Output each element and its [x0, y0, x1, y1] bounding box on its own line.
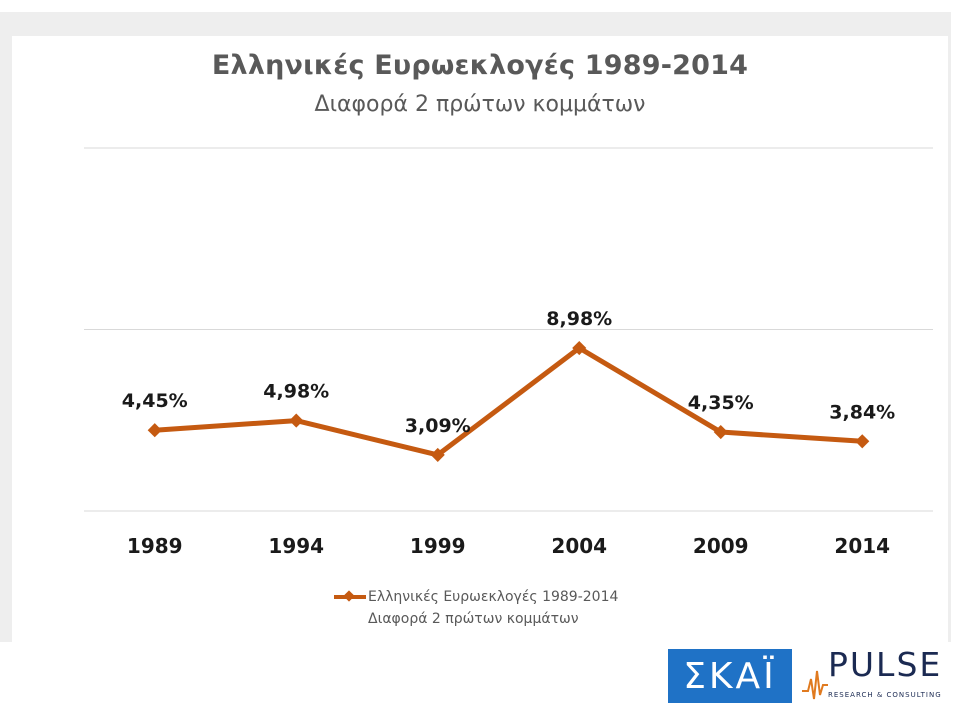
data-point [430, 447, 445, 462]
line-chart: 1989 1994 1999 2004 2009 2014 4,45% 4,98% 3,09% 8… [84, 147, 933, 558]
skai-logo: ΣΚΑΪ [668, 649, 792, 703]
data-label: 4,45% [122, 390, 188, 412]
pulse-logo-text: PULSE [828, 645, 943, 684]
pulse-wave-icon [802, 670, 828, 700]
x-tick-label: 1989 [127, 534, 183, 558]
x-tick-label: 2004 [551, 534, 607, 558]
data-point [713, 424, 728, 440]
x-tick-label: 1999 [410, 534, 466, 558]
chart-legend: Ελληνικές Ευρωεκλογές 1989-2014 Διαφορά … [334, 586, 618, 630]
data-label: 4,98% [263, 381, 329, 403]
skai-logo-text: ΣΚΑΪ [683, 655, 777, 697]
data-point [572, 340, 587, 356]
data-label: 3,09% [405, 415, 471, 437]
data-label: 3,84% [829, 401, 895, 423]
pulse-logo: PULSE RESEARCH & CONSULTING [800, 645, 946, 707]
chart-subtitle: Διαφορά 2 πρώτων κομμάτων [314, 92, 646, 117]
data-point [289, 413, 304, 428]
series-line [154, 345, 863, 458]
x-tick-label: 2014 [834, 534, 890, 558]
x-tick-label: 1994 [268, 534, 324, 558]
data-label: 8,98% [546, 308, 612, 330]
data-point [855, 434, 870, 449]
x-tick-label: 2009 [693, 534, 749, 558]
legend-line-marker [334, 595, 366, 599]
data-point [147, 423, 162, 438]
data-label: 4,35% [688, 392, 754, 414]
chart-card: Ελληνικές Ευρωεκλογές 1989-2014 Διαφορά … [12, 36, 948, 642]
legend-label: Ελληνικές Ευρωεκλογές 1989-2014 Διαφορά … [368, 589, 619, 627]
chart-frame: Ελληνικές Ευρωεκλογές 1989-2014 Διαφορά … [0, 12, 951, 642]
chart-title: Ελληνικές Ευρωεκλογές 1989-2014 [211, 50, 749, 81]
pulse-logo-subtext: RESEARCH & CONSULTING [828, 691, 942, 699]
